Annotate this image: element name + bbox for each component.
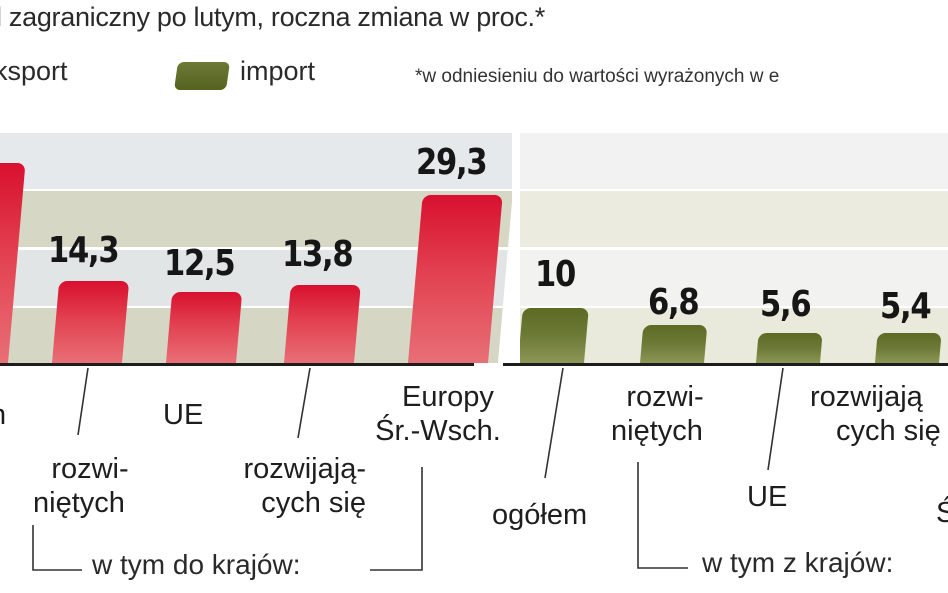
- export-value-cee: 29,3: [416, 142, 488, 183]
- chart-title: l zagraniczny po lutym, roczna zmiana w …: [0, 2, 545, 32]
- band: [520, 133, 948, 190]
- import-value-developing: 5,4: [880, 286, 932, 327]
- label-line: rozwijają: [810, 381, 923, 413]
- export-group-label: w tym do krajów:: [92, 549, 301, 580]
- import-label-developing: rozwijają cych się: [810, 380, 941, 448]
- legend-import-label: import: [240, 56, 316, 86]
- export-value-eu: 12,5: [164, 243, 236, 284]
- label-line: rozwi-: [51, 453, 129, 485]
- export-value-developed: 14,3: [48, 230, 120, 271]
- label-line: rozwijają-: [243, 453, 366, 485]
- export-value-developing: 13,8: [282, 234, 354, 275]
- import-baseline: [503, 363, 948, 366]
- footnote: *w odniesieniu do wartości wyrażonych w …: [415, 66, 780, 87]
- export-baseline: [0, 363, 474, 366]
- import-label-developed: rozwi- niętych: [592, 380, 722, 448]
- label-line: niętych: [611, 415, 703, 447]
- import-label-total: ogółem: [492, 499, 588, 531]
- legend-export-label: ksport: [0, 56, 68, 86]
- label-line: niętych: [33, 487, 125, 519]
- export-label-developed: rozwi- niętych: [14, 452, 144, 520]
- label-line: rozwi-: [626, 381, 704, 413]
- export-label-cee: Europy Śr.-Wsch.: [362, 380, 514, 448]
- import-label-eu: UE: [747, 481, 788, 513]
- band: [520, 249, 948, 306]
- export-label-eu: UE: [163, 399, 204, 431]
- band: [520, 190, 948, 247]
- import-value-eu: 5,6: [760, 284, 812, 325]
- label-line: Śr.-Wsch.: [375, 415, 501, 447]
- label-line: cych się: [261, 487, 366, 519]
- import-value-developed: 6,8: [648, 282, 700, 323]
- import-plot-area: [520, 133, 948, 363]
- label-line: cych się: [836, 415, 941, 447]
- import-group-label: w tym z krajów:: [702, 547, 894, 578]
- band: [0, 133, 512, 190]
- export-label-total-cut: h: [0, 398, 6, 432]
- export-plot-area: [0, 133, 512, 363]
- label-line: Europy: [402, 381, 494, 413]
- import-label-cee-cut: Ś: [936, 497, 948, 529]
- export-label-developing: rozwijają- cych się: [210, 452, 366, 520]
- import-value-total: 10: [535, 254, 576, 295]
